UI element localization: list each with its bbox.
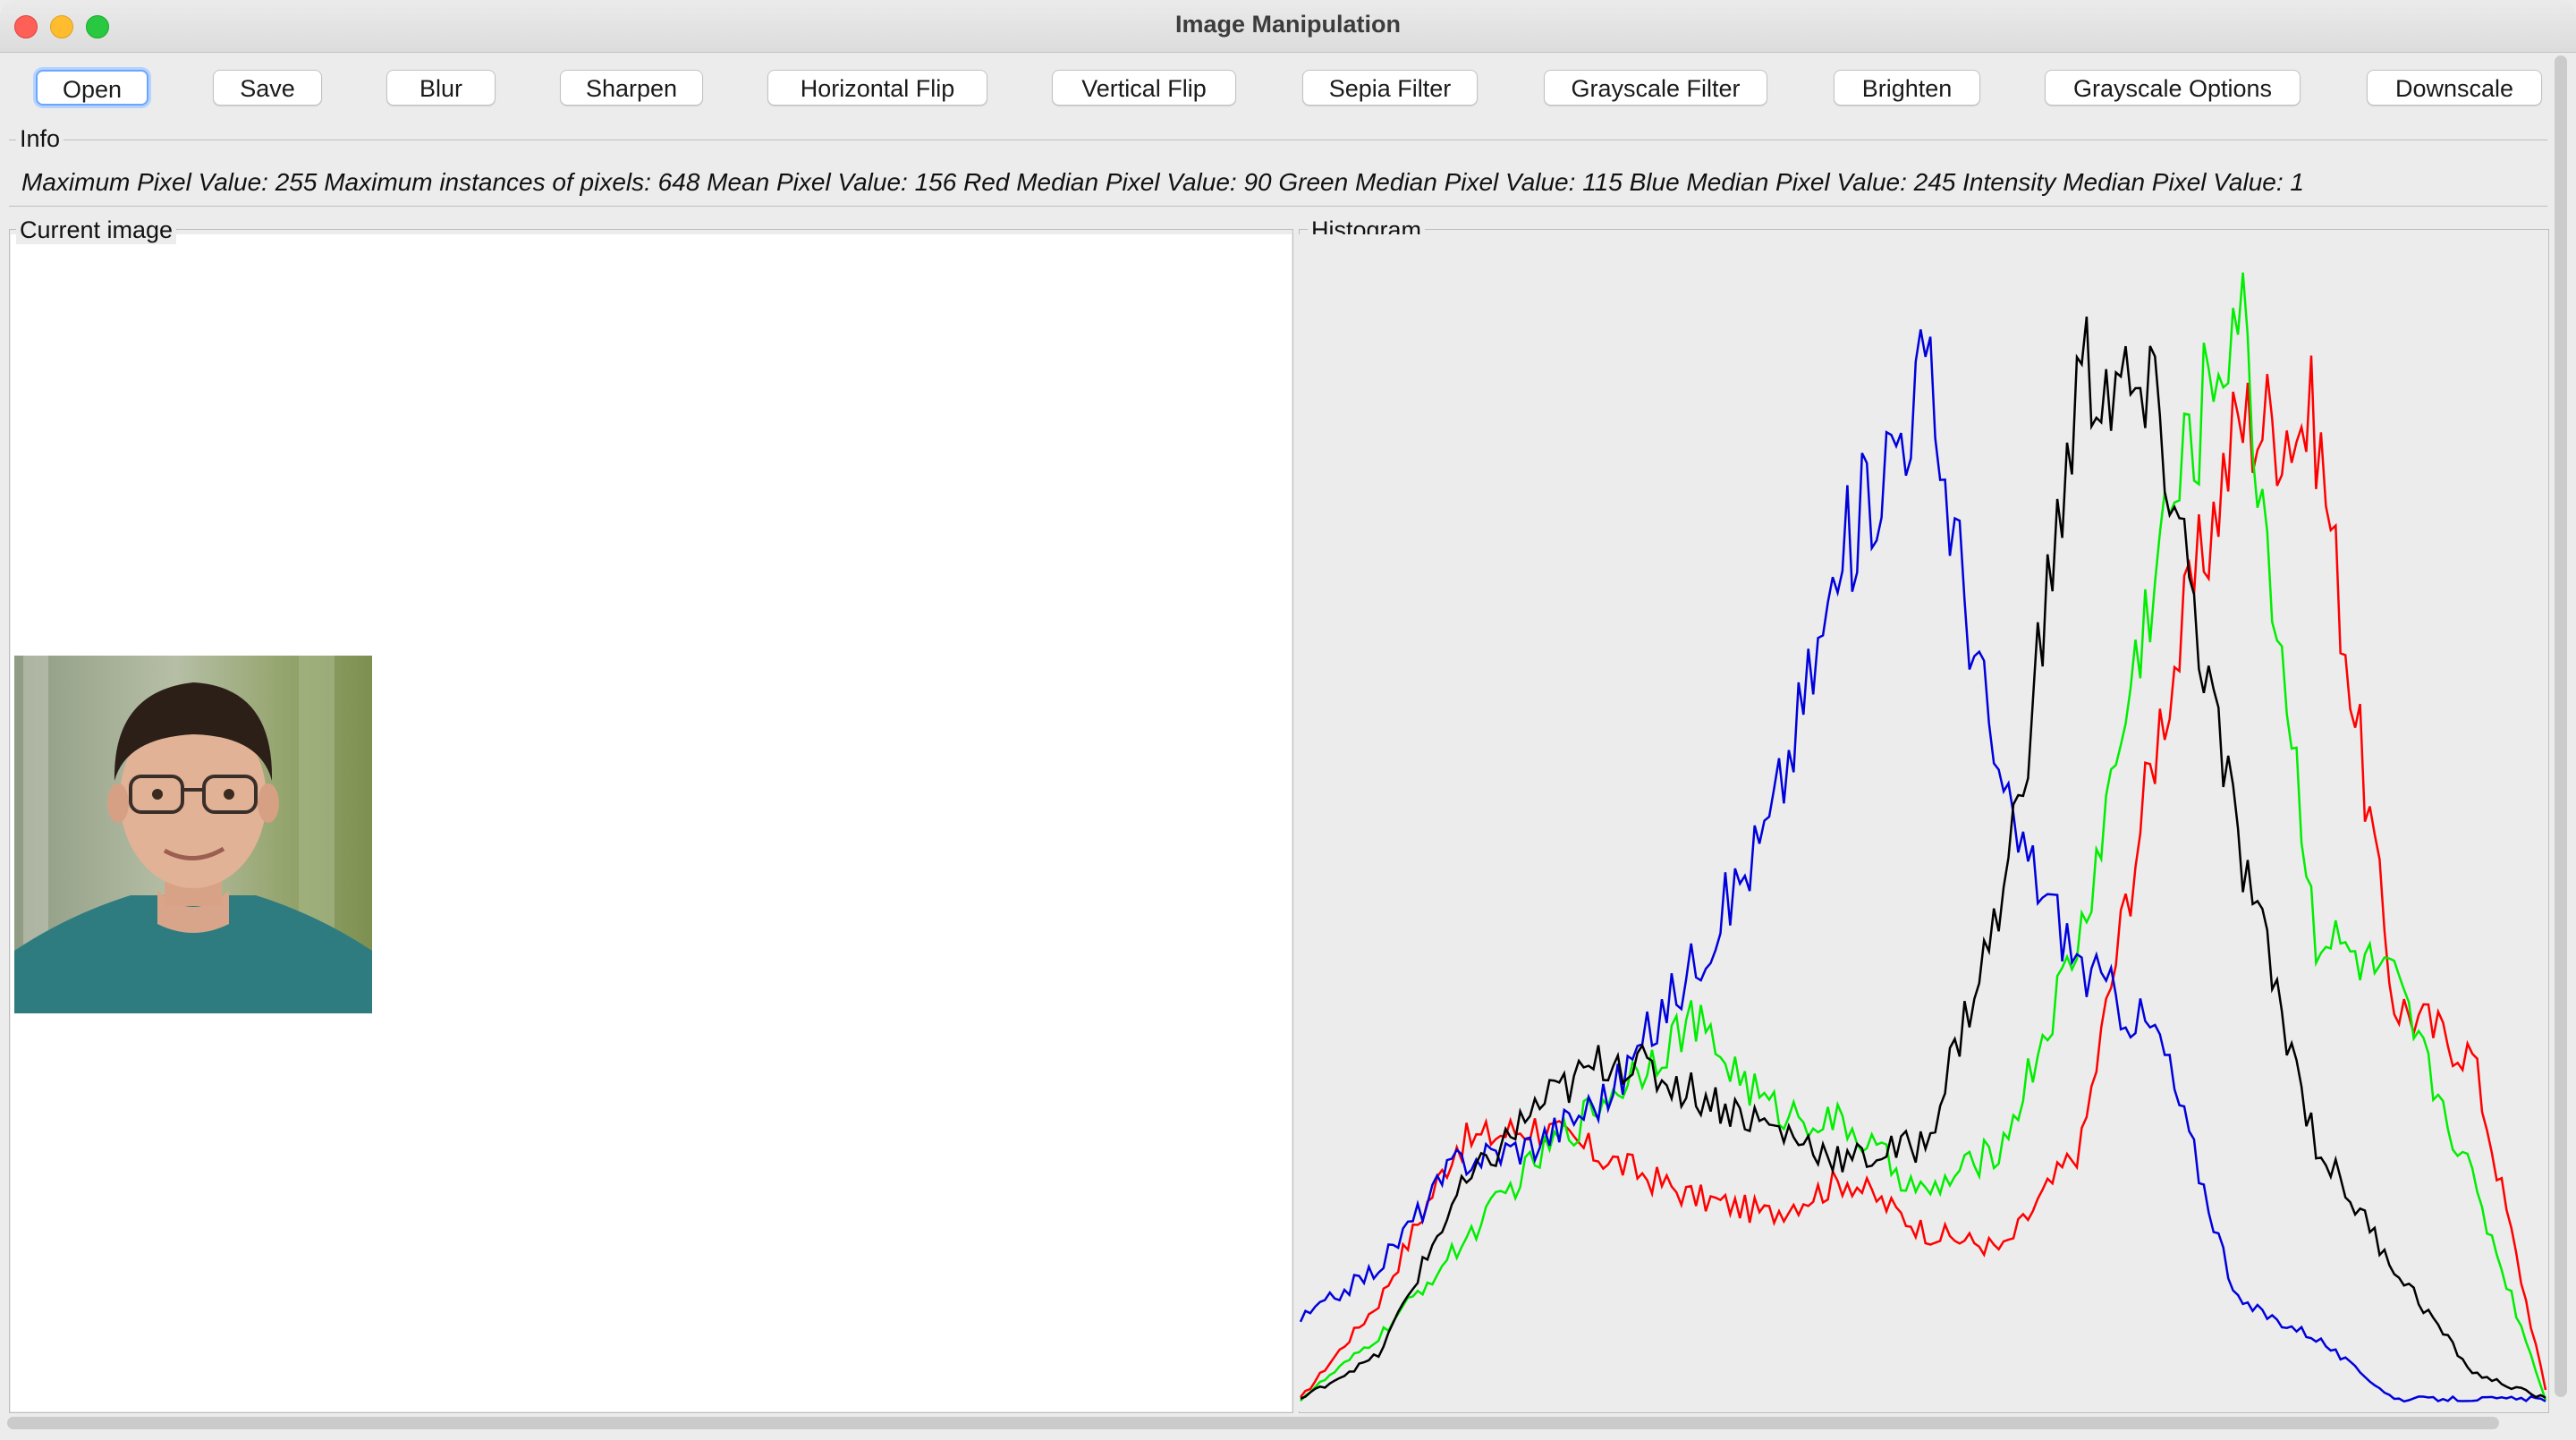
info-divider	[9, 206, 2547, 207]
info-legend: Info	[16, 125, 64, 153]
brighten-button[interactable]: Brighten	[1834, 70, 1980, 106]
blur-button[interactable]: Blur	[386, 70, 496, 106]
grayscale-filter-button[interactable]: Grayscale Filter	[1544, 70, 1767, 106]
histogram-background	[1299, 234, 2547, 1411]
horizontal-scrollbar[interactable]	[0, 1411, 2549, 1435]
sharpen-button[interactable]: Sharpen	[560, 70, 703, 106]
portrait-photo	[14, 656, 372, 1013]
vertical-scrollbar[interactable]	[2551, 55, 2571, 1397]
histogram-series-blue	[1299, 329, 2546, 1403]
title-bar: Image Manipulation	[0, 0, 2576, 53]
grayscale-options-button[interactable]: Grayscale Options	[2045, 70, 2301, 106]
horizontal-flip-button[interactable]: Horizontal Flip	[767, 70, 987, 106]
histogram-series-intensity	[1300, 316, 2546, 1400]
current-image-panel	[9, 229, 1293, 1413]
minimize-window-icon[interactable]	[50, 15, 73, 38]
histogram-series-green	[1300, 272, 2547, 1402]
image-stats-text: Maximum Pixel Value: 255 Maximum instanc…	[21, 168, 2304, 196]
horizontal-scroll-thumb[interactable]	[7, 1417, 2499, 1429]
close-window-icon[interactable]	[14, 15, 38, 38]
toolbar: Open Save Blur Sharpen Horizontal Flip V…	[0, 52, 2549, 123]
portrait-photo-drawing	[14, 656, 372, 1013]
save-button[interactable]: Save	[213, 70, 322, 106]
vertical-scroll-thumb[interactable]	[2555, 55, 2567, 1397]
histogram-chart	[1299, 234, 2547, 1411]
vertical-flip-button[interactable]: Vertical Flip	[1052, 70, 1236, 106]
downscale-button[interactable]: Downscale	[2367, 70, 2542, 106]
window-title: Image Manipulation	[1174, 11, 1402, 38]
histogram-series-red	[1300, 355, 2547, 1398]
open-button[interactable]: Open	[36, 70, 148, 106]
sepia-filter-button[interactable]: Sepia Filter	[1302, 70, 1478, 106]
maximize-window-icon[interactable]	[86, 15, 109, 38]
current-image-legend: Current image	[16, 216, 177, 244]
